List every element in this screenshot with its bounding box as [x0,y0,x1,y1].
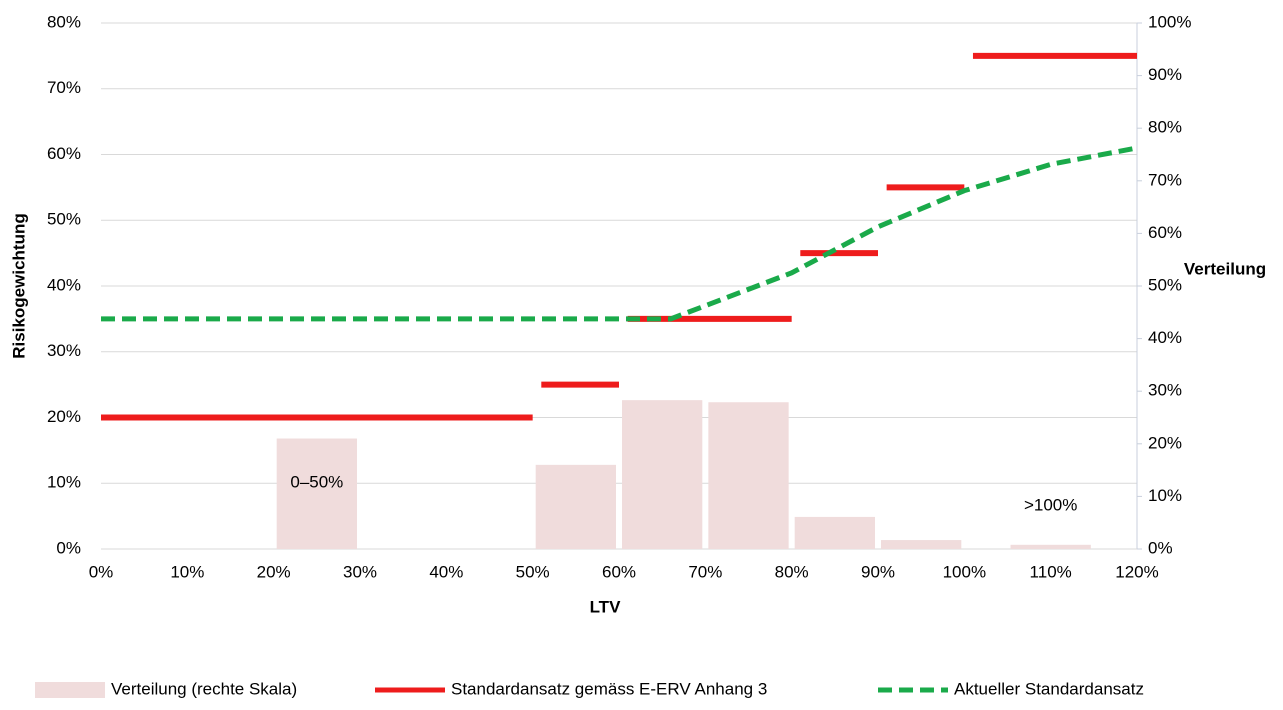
bar [794,516,875,549]
y-tick-label: 80% [47,12,81,31]
y-tick-label: 40% [47,275,81,294]
annotation: 0–50% [290,473,343,492]
y2-tick-label: 70% [1148,170,1182,189]
y-tick-label: 20% [47,407,81,426]
legend-label: Standardansatz gemäss E-ERV Anhang 3 [451,679,767,698]
y-axis-label: Risikogewichtung [9,213,28,358]
y2-tick-label: 50% [1148,275,1182,294]
y-tick-label: 70% [47,78,81,97]
y2-tick-label: 80% [1148,118,1182,137]
legend-label: Aktueller Standardansatz [954,679,1144,698]
y2-axis-label: Verteilung [1184,259,1266,278]
y-tick-label: 30% [47,341,81,360]
x-tick-label: 60% [602,562,636,581]
y2-tick-label: 40% [1148,328,1182,347]
x-tick-label: 30% [343,562,377,581]
x-tick-label: 110% [1030,562,1072,581]
legend-label: Verteilung (rechte Skala) [111,679,297,698]
bar [535,464,616,549]
y-tick-label: 10% [47,473,81,492]
y2-tick-label: 100% [1148,12,1191,31]
y2-tick-label: 20% [1148,433,1182,452]
y2-tick-label: 0% [1148,538,1173,557]
bar [1010,544,1091,549]
y-tick-label: 0% [56,538,81,557]
y-tick-label: 50% [47,210,81,229]
x-tick-label: 0% [89,562,114,581]
x-tick-label: 120% [1115,562,1158,581]
x-tick-label: 80% [775,562,809,581]
y2-tick-label: 10% [1148,486,1182,505]
line [101,145,1138,322]
y2-tick-label: 30% [1148,381,1182,400]
bar [276,438,357,549]
bar [622,400,703,549]
x-tick-label: 90% [861,562,895,581]
x-tick-label: 40% [429,562,463,581]
bar [881,540,962,549]
x-tick-label: 70% [688,562,722,581]
annotation: >100% [1024,496,1077,515]
y-tick-label: 60% [47,144,81,163]
y2-tick-label: 90% [1148,65,1182,84]
x-tick-label: 10% [170,562,204,581]
x-tick-label: 20% [257,562,291,581]
x-tick-label: 100% [943,562,986,581]
y2-tick-label: 60% [1148,223,1182,242]
bar [708,402,789,549]
x-tick-label: 50% [516,562,550,581]
legend-swatch [35,682,105,698]
x-axis-label: LTV [590,597,622,616]
